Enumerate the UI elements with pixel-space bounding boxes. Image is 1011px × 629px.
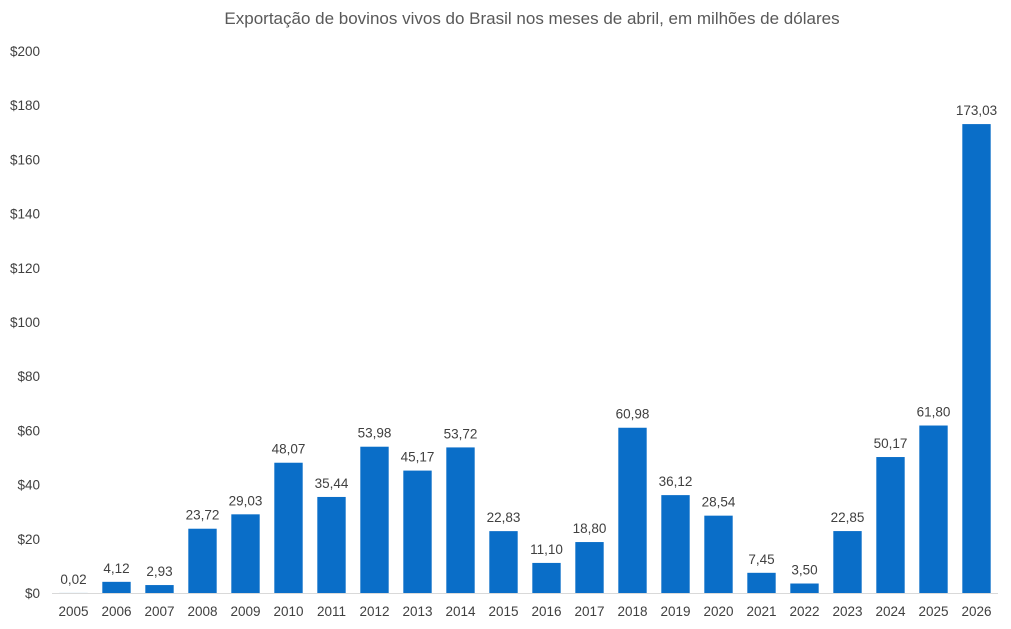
y-tick-label: $80: [17, 369, 40, 384]
chart-title: Exportação de bovinos vivos do Brasil no…: [224, 9, 839, 28]
bars-group: [59, 124, 991, 594]
bar-2012: [360, 446, 389, 593]
data-labels-group: 0,02 4,12 2,93 23,72 29,03 48,07 35,44 53,98 45,…: [60, 103, 997, 587]
data-label-2025: 61,80: [917, 405, 951, 420]
y-tick-label: $40: [17, 478, 40, 493]
data-label-2022: 3,50: [791, 563, 817, 578]
x-tick-label: 2014: [445, 604, 476, 619]
x-tick-label: 2026: [961, 604, 991, 619]
y-axis: $0 $20 $40 $60 $80 $100 $120 $140 $160 $180 $200: [10, 44, 40, 601]
bar-2021: [747, 572, 776, 593]
bar-2010: [274, 462, 303, 593]
x-tick-label: 2012: [359, 604, 389, 619]
data-label-2018: 60,98: [616, 407, 650, 422]
bar-2024: [876, 457, 905, 593]
bar-2015: [489, 531, 518, 593]
x-tick-label: 2023: [832, 604, 862, 619]
bar-2022: [790, 583, 819, 593]
data-label-2024: 50,17: [874, 436, 908, 451]
data-label-2007: 2,93: [146, 564, 172, 579]
bar-2025: [919, 425, 948, 593]
x-tick-label: 2021: [746, 604, 776, 619]
x-tick-label: 2020: [703, 604, 733, 619]
data-label-2008: 23,72: [186, 508, 220, 523]
y-tick-label: $180: [10, 98, 40, 113]
bar-2014: [446, 447, 475, 593]
bar-2016: [532, 562, 561, 593]
bar-2026: [962, 124, 991, 594]
x-tick-label: 2017: [574, 604, 604, 619]
data-label-2026: 173,03: [956, 103, 997, 118]
x-tick-label: 2024: [875, 604, 906, 619]
y-tick-label: $20: [17, 532, 40, 547]
data-label-2019: 36,12: [659, 474, 693, 489]
data-label-2017: 18,80: [573, 521, 607, 536]
data-label-2015: 22,83: [487, 510, 521, 525]
data-label-2016: 11,10: [530, 542, 563, 557]
x-tick-label: 2009: [230, 604, 260, 619]
bar-2013: [403, 470, 432, 593]
bar-2018: [618, 427, 647, 593]
data-label-2023: 22,85: [831, 510, 865, 525]
x-tick-label: 2015: [488, 604, 518, 619]
data-label-2006: 4,12: [103, 561, 129, 576]
data-label-2014: 53,72: [444, 426, 478, 441]
bar-2007: [145, 585, 174, 593]
bar-2011: [317, 496, 346, 593]
x-tick-label: 2019: [660, 604, 690, 619]
x-tick-label: 2016: [531, 604, 561, 619]
x-tick-label: 2007: [144, 604, 174, 619]
y-tick-label: $160: [10, 152, 40, 167]
data-label-2013: 45,17: [401, 450, 435, 465]
bar-2023: [833, 531, 862, 593]
data-label-2010: 48,07: [272, 442, 306, 457]
y-tick-label: $120: [10, 261, 40, 276]
x-tick-label: 2005: [58, 604, 88, 619]
x-tick-label: 2022: [789, 604, 819, 619]
x-tick-label: 2018: [617, 604, 647, 619]
x-tick-label: 2011: [317, 604, 346, 619]
x-tick-label: 2008: [187, 604, 217, 619]
x-axis: 2005 2006 2007 2008 2009 2010 2011 2012 2013 2014…: [58, 604, 991, 619]
y-tick-label: $60: [17, 423, 40, 438]
bar-2006: [102, 581, 131, 593]
y-tick-label: $100: [10, 315, 40, 330]
bar-2019: [661, 495, 690, 593]
data-label-2011: 35,44: [315, 476, 349, 491]
bar-2020: [704, 515, 733, 593]
bar-2008: [188, 528, 217, 593]
data-label-2005: 0,02: [60, 572, 86, 587]
bar-2017: [575, 542, 604, 593]
data-label-2021: 7,45: [748, 552, 774, 567]
y-tick-label: $140: [10, 207, 40, 222]
y-tick-label: $0: [25, 586, 40, 601]
data-label-2012: 53,98: [358, 426, 392, 441]
x-tick-label: 2010: [273, 604, 303, 619]
data-label-2009: 29,03: [229, 493, 263, 508]
x-tick-label: 2006: [101, 604, 131, 619]
x-tick-label: 2013: [402, 604, 432, 619]
bar-2009: [231, 514, 260, 593]
x-tick-label: 2025: [918, 604, 948, 619]
y-tick-label: $200: [10, 44, 40, 59]
data-label-2020: 28,54: [702, 495, 736, 510]
